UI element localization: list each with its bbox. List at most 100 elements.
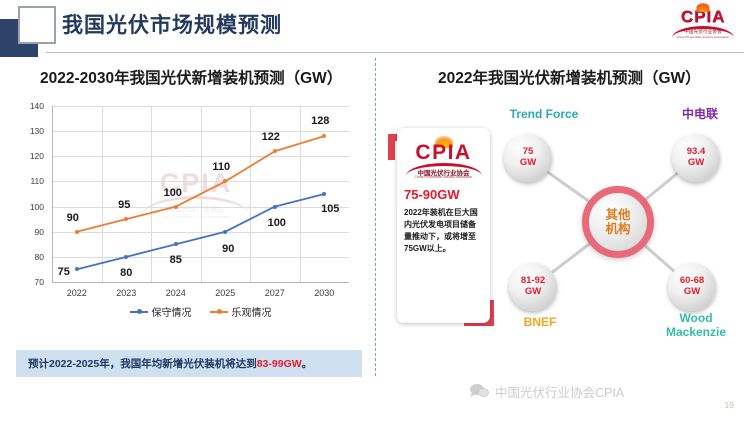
forecast-caption-text: 预计2022-2025年，我国年均新增光伏装机将达到83-99GW。 bbox=[28, 356, 312, 371]
chart-value-label: 110 bbox=[212, 161, 231, 174]
legend-swatch bbox=[209, 308, 228, 314]
chart-point bbox=[223, 179, 228, 184]
header-divider-rule bbox=[46, 52, 744, 53]
wechat-bubble-small bbox=[478, 387, 489, 397]
right-panel-title: 2022年我国光伏新增装机预测（GW） bbox=[438, 70, 701, 87]
diagram-node-bnef[interactable]: 81-92 GW bbox=[509, 263, 557, 311]
chart-value-label: 90 bbox=[222, 242, 235, 255]
diagram-node-label-wood-mackenzie: Wood Mackenzie bbox=[665, 311, 727, 340]
chart-x-tick-2025: 2025 bbox=[215, 288, 236, 298]
header-decoration-outline-square bbox=[18, 6, 56, 44]
chart-x-tick-2023: 2023 bbox=[116, 288, 137, 298]
wechat-icon bbox=[470, 383, 489, 399]
center-node-label-line2: 机构 bbox=[605, 222, 631, 236]
caption-prefix: 预计2022-2025年，我国年均新增光伏装机将达到 bbox=[28, 358, 257, 370]
left-panel-title: 2022-2030年我国光伏新增装机预测（GW） bbox=[40, 70, 343, 87]
legend-item-乐观情况[interactable]: 乐观情况 bbox=[209, 304, 272, 319]
chart-value-label: 80 bbox=[120, 266, 133, 279]
chart-point bbox=[322, 192, 327, 196]
cpia-logo-header: CPIA 中国光伏行业协会 China Photovoltaic Industr… bbox=[664, 2, 742, 42]
chart-y-tick-80: 80 bbox=[34, 251, 44, 262]
legend-item-保守情况[interactable]: 保守情况 bbox=[129, 304, 192, 319]
chart-value-label: 100 bbox=[163, 186, 182, 199]
chart-point bbox=[124, 217, 129, 222]
sun-icon bbox=[434, 136, 453, 148]
cpia-card-logo: CPIA 中国光伏行业协会 China Photovoltaic Industr… bbox=[404, 136, 483, 181]
chart-value-label: 128 bbox=[311, 115, 330, 128]
chart-series-lines bbox=[76, 135, 325, 271]
chart-value-label: 75 bbox=[57, 266, 70, 279]
chart-point bbox=[74, 229, 79, 234]
forecast-line-chart: CPIA 中国光伏行业协会 China Photovoltaic Industr… bbox=[16, 98, 356, 319]
chart-value-label: 90 bbox=[66, 211, 79, 224]
node-value-line2: GW bbox=[519, 157, 537, 168]
sun-icon bbox=[696, 3, 710, 12]
cpia-forecast-description: 2022年装机在巨大国内光伏发电项目储备量推动下，或将增至75GW以上。 bbox=[404, 208, 478, 253]
chart-y-tick-90: 90 bbox=[34, 226, 44, 237]
diagram-node-trend-force[interactable]: 75 GW bbox=[504, 134, 552, 182]
chart-line-乐观情况 bbox=[76, 135, 325, 233]
page-title: 我国光伏市场规模预测 bbox=[62, 14, 282, 37]
diagram-node-label-cec: 中电联 bbox=[681, 107, 719, 121]
legend-swatch bbox=[129, 308, 148, 314]
cpia-card-logo-en: China Photovoltaic Industry Association bbox=[414, 175, 473, 179]
cpia-logo-en-subtitle: China Photovoltaic Industry Association bbox=[676, 35, 730, 39]
chart-y-tick-120: 120 bbox=[29, 151, 44, 162]
cpia-card-logo-arc bbox=[405, 163, 482, 176]
legend-label: 乐观情况 bbox=[231, 308, 272, 319]
cpia-card-logo-text: CPIA bbox=[415, 141, 472, 164]
other-institutions-diagram: 其他 机构 75 GW Trend Force 93.4 GW 中电联 81-92 GW BNE… bbox=[500, 100, 750, 345]
chart-point bbox=[322, 134, 327, 139]
caption-highlight-value: 83-99GW bbox=[256, 358, 302, 370]
node-value-line1: 93.4 bbox=[686, 146, 706, 158]
chart-value-label: 105 bbox=[321, 203, 340, 215]
chart-x-tick-2027: 2027 bbox=[264, 288, 285, 298]
chart-y-tick-130: 130 bbox=[29, 126, 44, 137]
chart-vertical-gridline bbox=[250, 106, 251, 282]
chart-y-tick-110: 110 bbox=[30, 176, 44, 187]
chart-point bbox=[272, 149, 277, 154]
diagram-node-cec[interactable]: 93.4 GW bbox=[672, 134, 720, 182]
cpia-forecast-card: CPIA 中国光伏行业协会 China Photovoltaic Industr… bbox=[397, 128, 490, 323]
node-label-line2: Mackenzie bbox=[665, 324, 727, 339]
node-value-line1: 75 bbox=[522, 146, 534, 158]
node-label-line1: Wood bbox=[679, 311, 713, 325]
chart-point bbox=[223, 229, 228, 234]
diagram-node-wood-mackenzie[interactable]: 60-68 GW bbox=[668, 263, 716, 311]
cpia-card-logo-cn: 中国光伏行业协会 bbox=[417, 170, 470, 177]
wechat-bubble-large bbox=[470, 383, 484, 397]
chart-point bbox=[173, 242, 178, 247]
node-value-line2: GW bbox=[687, 157, 705, 168]
chart-line-保守情况 bbox=[76, 193, 325, 271]
chart-y-tick-140: 140 bbox=[29, 101, 44, 111]
node-value-line1: 81-92 bbox=[520, 275, 546, 287]
cpia-forecast-range: 75-90GW bbox=[404, 187, 460, 202]
chart-value-label: 122 bbox=[261, 131, 280, 144]
logo-arc-shape bbox=[672, 26, 734, 38]
diagram-node-label-trend-force: Trend Force bbox=[509, 107, 579, 121]
chart-x-tick-2024: 2024 bbox=[165, 288, 186, 298]
chart-point bbox=[124, 254, 129, 259]
forecast-caption-box: 预计2022-2025年，我国年均新增光伏装机将达到83-99GW。 bbox=[16, 350, 362, 377]
chart-x-tick-2022: 2022 bbox=[66, 288, 87, 298]
cpia-logo-cn-subtitle: 中国光伏行业协会 bbox=[684, 29, 722, 34]
chart-value-label: 85 bbox=[169, 254, 182, 267]
panel-divider bbox=[375, 58, 376, 376]
chart-value-label: 95 bbox=[118, 199, 131, 212]
center-node-label-line1: 其他 bbox=[605, 207, 631, 222]
chart-legend: 保守情况 乐观情况 bbox=[52, 304, 349, 319]
chart-y-tick-100: 100 bbox=[29, 201, 44, 212]
diagram-node-label-bnef: BNEF bbox=[523, 315, 557, 329]
chart-y-axis-line bbox=[52, 106, 53, 282]
diagram-center-node: 其他 机构 bbox=[582, 186, 654, 258]
chart-x-axis-line bbox=[52, 282, 349, 283]
node-value-line2: GW bbox=[683, 286, 701, 297]
chart-point bbox=[272, 204, 277, 209]
wechat-footer: 中国光伏行业协会CPIA bbox=[470, 380, 700, 402]
node-value-line1: 60-68 bbox=[679, 275, 705, 287]
chart-value-label: 100 bbox=[267, 216, 286, 229]
caption-suffix: 。 bbox=[301, 358, 313, 370]
chart-x-tick-2030: 2030 bbox=[314, 288, 335, 298]
chart-vertical-gridline bbox=[151, 106, 152, 282]
